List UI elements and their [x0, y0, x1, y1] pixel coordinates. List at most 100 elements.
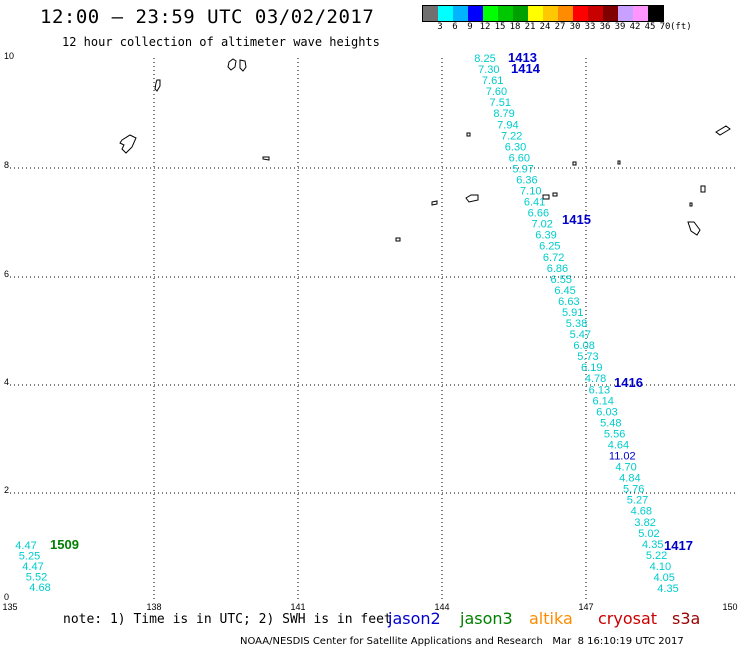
color-scale-legend: [422, 5, 664, 22]
island-outline: [715, 125, 731, 136]
swh-value: 6.55: [551, 274, 572, 286]
swh-value: 3.82: [634, 517, 655, 529]
swh-value: 7.10: [520, 186, 541, 198]
legend-swatch: [468, 6, 483, 21]
legend-swatch: [588, 6, 603, 21]
swh-value: 6.19: [581, 362, 602, 374]
swh-value: 6.08: [573, 340, 594, 352]
legend-swatch: [453, 6, 468, 21]
pass-label: 1415: [562, 212, 591, 227]
legend-label: 36: [599, 22, 611, 32]
legend-label: 6: [452, 22, 458, 32]
swh-value: 7.02: [531, 219, 552, 231]
swh-value: 6.86: [547, 263, 568, 275]
lon-tick-label: 147: [578, 602, 593, 612]
swh-value: 6.25: [539, 241, 560, 253]
swh-value: 5.47: [570, 329, 591, 341]
legend-swatch: [513, 6, 528, 21]
pass-label: 1416: [614, 375, 643, 390]
lon-tick-label: 150: [722, 602, 737, 612]
swh-value: 6.41: [524, 197, 545, 209]
swh-value: 7.61: [482, 75, 503, 87]
units-note: note: 1) Time is in UTC; 2) SWH is in fe…: [63, 612, 392, 627]
swh-value: 6.60: [509, 152, 530, 164]
legend-label: 33: [584, 22, 596, 32]
legend-label: 15: [494, 22, 506, 32]
swh-value: 5.25: [19, 551, 40, 563]
island-outline: [552, 192, 558, 197]
legend-swatch: [633, 6, 648, 21]
swh-value: 5.91: [562, 307, 583, 319]
legend-swatch: [603, 6, 618, 21]
axis-tick-labels: 135 138 141 144 147 150 10 8 6 4 2 0: [2, 51, 737, 612]
chart-title: 12:00 – 23:59 UTC 03/02/2017: [40, 6, 375, 28]
swh-value: 4.68: [631, 506, 652, 518]
swh-value: 5.52: [26, 572, 47, 584]
lon-tick-label: 138: [146, 602, 161, 612]
swh-value: 4.78: [585, 373, 606, 385]
swh-value: 4.64: [608, 439, 629, 451]
satellite-legend-item: s3a: [672, 609, 701, 628]
swh-value: 4.70: [615, 462, 636, 474]
swh-value: 5.27: [627, 495, 648, 507]
lon-tick-label: 135: [2, 602, 17, 612]
swh-value: 4.47: [22, 561, 43, 573]
island-outline: [119, 134, 137, 154]
lon-tick-label: 141: [290, 602, 305, 612]
swh-value: 5.48: [600, 417, 621, 429]
legend-swatch: [423, 6, 438, 21]
swh-value: 6.13: [589, 384, 610, 396]
legend-label: (ft): [670, 22, 692, 32]
swh-value: 8.25: [474, 53, 495, 65]
pass-label: 1414: [511, 61, 541, 76]
pass-label: 1413: [508, 50, 537, 65]
lat-tick-label: 4: [4, 377, 9, 387]
wave-height-track-main: 8.257.307.617.607.518.797.947.226.306.60…: [474, 53, 678, 595]
legend-swatch: [648, 6, 663, 21]
swh-value: 5.22: [646, 550, 667, 562]
legend-swatch: [543, 6, 558, 21]
swh-value: 5.76: [623, 484, 644, 496]
legend-label: 24: [539, 22, 551, 32]
island-outline: [227, 58, 237, 71]
island-outline: [466, 132, 471, 137]
island-outline: [689, 202, 693, 207]
lat-tick-label: 0: [4, 592, 9, 602]
swh-value: 6.66: [528, 208, 549, 220]
legend-label: 3: [437, 22, 443, 32]
island-outline: [154, 79, 161, 92]
island-outline: [465, 194, 479, 203]
island-outline: [617, 160, 621, 165]
legend-label: 27: [554, 22, 566, 32]
swh-value: 5.73: [577, 351, 598, 363]
legend-swatch: [528, 6, 543, 21]
swh-value: 7.94: [497, 119, 518, 131]
swh-value: 6.30: [505, 141, 526, 153]
swh-value: 6.63: [558, 296, 579, 308]
swh-value: 5.02: [638, 528, 659, 540]
lat-tick-label: 6: [4, 269, 9, 279]
swh-value: 6.03: [596, 406, 617, 418]
swh-value: 11.02: [609, 451, 636, 463]
swh-value: 7.22: [501, 130, 522, 142]
swh-value: 4.84: [619, 473, 640, 485]
legend-label: 18: [509, 22, 521, 32]
island-outline: [572, 161, 577, 166]
chart-subtitle: 12 hour collection of altimeter wave hei…: [62, 35, 380, 49]
swh-value: 4.05: [653, 572, 674, 584]
swh-value: 7.60: [486, 86, 507, 98]
satellite-legend-item: cryosat: [598, 609, 658, 628]
credit-line: NOAA/NESDIS Center for Satellite Applica…: [240, 636, 684, 647]
lat-tick-label: 8: [4, 160, 9, 170]
legend-swatch: [438, 6, 453, 21]
island-outline: [239, 59, 247, 72]
swh-value: 6.14: [592, 395, 613, 407]
lat-tick-label: 10: [4, 51, 14, 61]
legend-label: 45: [644, 22, 656, 32]
swh-value: 4.10: [650, 561, 671, 573]
pass-label: 1417: [664, 538, 693, 553]
legend-label: 42: [629, 22, 641, 32]
legend-label: 12: [479, 22, 491, 32]
